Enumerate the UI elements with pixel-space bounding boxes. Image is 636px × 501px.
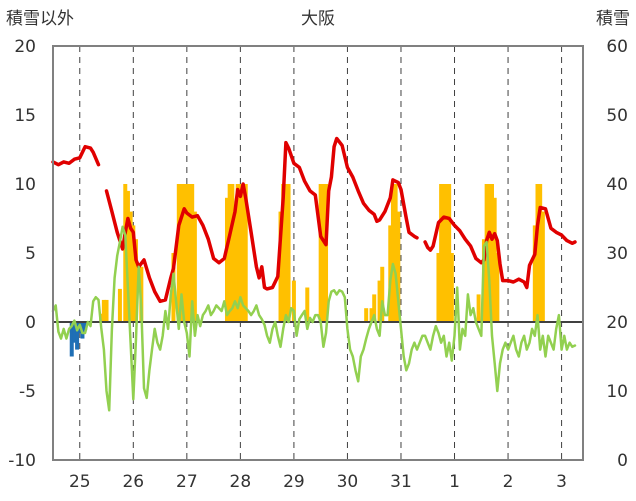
right-tick-label: 50 bbox=[606, 106, 628, 126]
bar bbox=[324, 184, 329, 322]
bar bbox=[278, 211, 283, 322]
bar bbox=[190, 184, 195, 322]
bar bbox=[230, 184, 235, 322]
bar bbox=[489, 184, 494, 322]
bar bbox=[372, 294, 377, 322]
left-tick-label: 5 bbox=[25, 244, 36, 264]
right-tick-label: 10 bbox=[606, 382, 628, 402]
line-series bbox=[51, 144, 101, 167]
bar bbox=[235, 184, 240, 322]
bar bbox=[281, 184, 286, 322]
bar bbox=[117, 288, 122, 322]
bar bbox=[125, 190, 130, 322]
bar bbox=[305, 287, 310, 322]
bar bbox=[133, 239, 138, 322]
bar bbox=[171, 253, 176, 322]
bar bbox=[540, 211, 545, 322]
bar bbox=[184, 184, 189, 322]
bar bbox=[69, 322, 74, 357]
bar bbox=[179, 184, 184, 322]
bar bbox=[238, 184, 243, 322]
x-axis-ticks: 25 26 27 28 29 30 31 1 2 3 bbox=[69, 472, 567, 492]
bar bbox=[377, 280, 382, 322]
bar bbox=[476, 294, 481, 322]
bar bbox=[224, 197, 229, 322]
right-tick-label: 0 bbox=[617, 451, 628, 471]
bar bbox=[318, 184, 323, 322]
bar bbox=[390, 184, 395, 322]
x-tick-label: 30 bbox=[337, 472, 359, 492]
bar bbox=[283, 184, 288, 322]
bar bbox=[101, 299, 106, 322]
bar bbox=[532, 225, 537, 322]
bar bbox=[227, 184, 232, 322]
right-tick-label: 30 bbox=[606, 244, 628, 264]
bar bbox=[439, 184, 444, 322]
left-tick-label: -5 bbox=[19, 382, 36, 402]
x-tick-label: 31 bbox=[390, 472, 412, 492]
bar bbox=[535, 184, 540, 322]
line-series bbox=[104, 136, 419, 304]
left-tick-label: -10 bbox=[8, 451, 36, 471]
left-tick-label: 20 bbox=[14, 37, 36, 57]
left-tick-label: 10 bbox=[14, 175, 36, 195]
bar bbox=[182, 184, 187, 322]
left-tick-label: 0 bbox=[25, 313, 36, 333]
bar bbox=[243, 184, 248, 322]
left-axis-ticks: 20 15 10 5 0 -5 -10 bbox=[8, 37, 36, 471]
bar bbox=[364, 308, 369, 322]
line-series bbox=[423, 205, 577, 290]
x-tick-label: 27 bbox=[176, 472, 198, 492]
bar bbox=[72, 322, 77, 343]
bar bbox=[449, 253, 454, 322]
bar-series bbox=[99, 184, 545, 322]
bar bbox=[495, 253, 500, 322]
bar bbox=[444, 184, 449, 322]
bar bbox=[176, 184, 181, 322]
bar bbox=[492, 197, 497, 322]
x-tick-label: 2 bbox=[503, 472, 514, 492]
bar bbox=[131, 225, 136, 322]
bar bbox=[487, 184, 492, 322]
bar bbox=[380, 266, 385, 322]
bar bbox=[241, 184, 246, 322]
bar bbox=[291, 280, 296, 322]
left-tick-label: 15 bbox=[14, 106, 36, 126]
bar bbox=[393, 184, 398, 322]
bar bbox=[233, 204, 238, 322]
bar bbox=[369, 308, 374, 322]
x-tick-label: 28 bbox=[230, 472, 252, 492]
bar bbox=[447, 184, 452, 322]
plot-frame bbox=[52, 45, 584, 461]
x-tick-label: 29 bbox=[283, 472, 305, 492]
x-tick-label: 3 bbox=[556, 472, 567, 492]
bar bbox=[396, 211, 401, 322]
bar bbox=[538, 184, 543, 322]
chart-title: 大阪 bbox=[301, 9, 335, 29]
bar bbox=[75, 322, 80, 350]
bar bbox=[83, 322, 88, 331]
bar bbox=[128, 211, 133, 322]
bar bbox=[436, 253, 441, 322]
right-tick-label: 20 bbox=[606, 313, 628, 333]
series-layer bbox=[51, 136, 583, 412]
bar bbox=[187, 184, 192, 322]
x-tick-label: 25 bbox=[69, 472, 91, 492]
right-tick-label: 40 bbox=[606, 175, 628, 195]
right-axis-label: 積雪 bbox=[596, 9, 630, 29]
bar bbox=[104, 299, 109, 322]
bar bbox=[192, 211, 197, 322]
x-tick-label: 1 bbox=[449, 472, 460, 492]
bar bbox=[441, 184, 446, 322]
right-axis-ticks: 60 50 40 30 20 10 0 bbox=[606, 37, 628, 471]
left-axis-label: 積雪以外 bbox=[6, 9, 74, 29]
bar bbox=[321, 184, 326, 322]
bar bbox=[286, 184, 291, 322]
x-tick-label: 26 bbox=[122, 472, 144, 492]
right-tick-label: 60 bbox=[606, 37, 628, 57]
line-series bbox=[51, 225, 577, 412]
